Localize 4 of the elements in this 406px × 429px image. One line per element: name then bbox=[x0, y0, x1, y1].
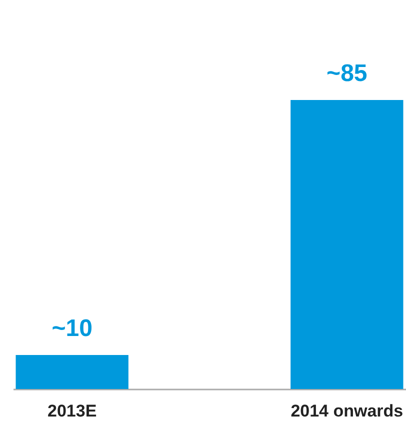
data-label: ~85 bbox=[326, 60, 368, 87]
data-label: ~10 bbox=[52, 315, 92, 342]
x-tick-label: 2013E bbox=[48, 402, 97, 420]
x-tick-label: 2014 onwards bbox=[290, 402, 404, 420]
